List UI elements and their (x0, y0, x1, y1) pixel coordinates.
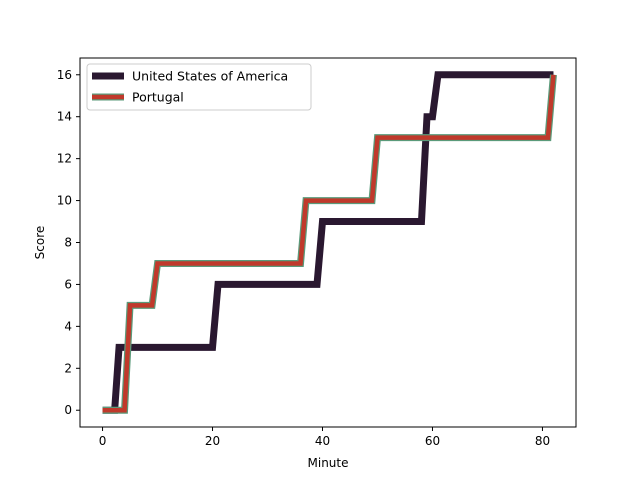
y-tick-label: 2 (64, 361, 72, 375)
plot-area (80, 58, 576, 427)
y-axis-label: Score (33, 226, 47, 260)
x-tick-label: 80 (535, 434, 550, 448)
y-tick-label: 16 (57, 68, 72, 82)
y-tick-label: 4 (64, 319, 72, 333)
series-line-1 (102, 74, 556, 413)
legend: United States of America Portugal (86, 63, 312, 111)
legend-label-0: United States of America (132, 69, 288, 84)
x-tick-label: 20 (205, 434, 220, 448)
y-axis: 0 2 4 6 8 10 12 14 16 (57, 68, 80, 417)
x-axis: 0 20 40 60 80 (99, 427, 550, 448)
legend-label-1: Portugal (132, 90, 184, 105)
x-tick-label: 0 (99, 434, 107, 448)
y-tick-label: 6 (64, 277, 72, 291)
y-tick-label: 10 (57, 194, 72, 208)
y-tick-label: 12 (57, 152, 72, 166)
y-tick-label: 14 (57, 110, 72, 124)
legend-box (86, 63, 312, 111)
x-tick-label: 40 (315, 434, 330, 448)
series-layer (102, 71, 557, 414)
y-tick-label: 8 (64, 236, 72, 250)
x-axis-label: Minute (308, 456, 349, 470)
y-tick-label: 0 (64, 403, 72, 417)
x-tick-label: 60 (425, 434, 440, 448)
